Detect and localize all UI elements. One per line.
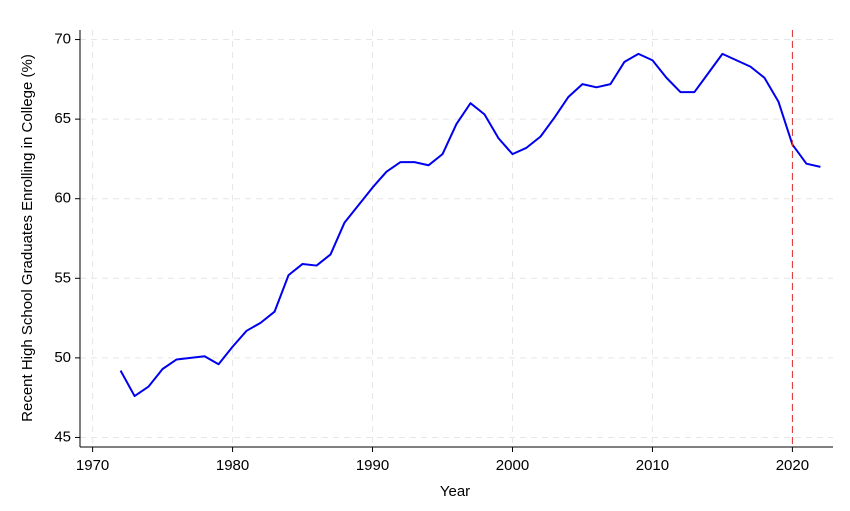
x-tick-label: 2020: [776, 457, 809, 474]
y-tick-label: 50: [54, 349, 71, 366]
y-tick-label: 45: [54, 428, 71, 445]
x-tick-label: 1990: [356, 457, 389, 474]
y-tick-label: 55: [54, 269, 71, 286]
y-tick-label: 60: [54, 190, 71, 207]
data-line: [119, 52, 821, 398]
x-tick-label: 1980: [216, 457, 249, 474]
y-tick-label: 65: [54, 110, 71, 127]
y-axis-label: Recent High School Graduates Enrolling i…: [19, 54, 36, 422]
x-axis-label: Year: [440, 483, 470, 500]
x-tick-label: 2000: [496, 457, 529, 474]
x-tick-label: 2010: [636, 457, 669, 474]
x-tick-label: 1970: [76, 457, 109, 474]
y-tick-label: 70: [54, 31, 71, 48]
